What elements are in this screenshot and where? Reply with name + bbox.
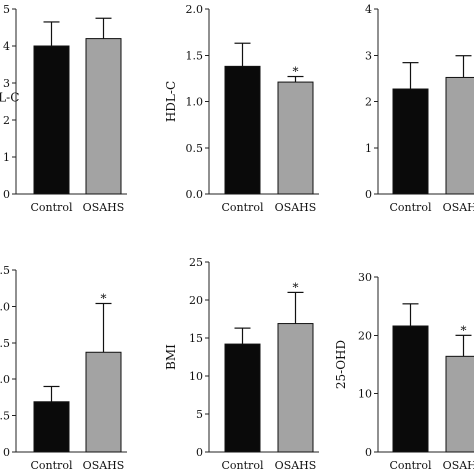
panel-4-y-tick-label: 0: [3, 446, 10, 459]
panel-5-y-tick-label: 5: [196, 408, 203, 421]
panel-5-bar-control: [224, 343, 261, 453]
panel-5-y-tick-label: 0: [196, 446, 203, 459]
panel-1-y-tick-label: 2: [3, 114, 10, 127]
panel-3-bar-osahs: [445, 76, 474, 195]
panel-5-significance-mark: *: [293, 280, 299, 294]
panel-4-y-tick-label: 1.5: [0, 337, 10, 350]
panel-2-y-tick-label: 1.0: [186, 96, 204, 109]
panel-4-y-tick-label: 0.5: [0, 410, 10, 423]
panel-1-category-label: OSAHS: [83, 201, 125, 214]
panel-6-y-label: 25-OHD: [334, 340, 348, 389]
panel-4-significance-mark: *: [101, 291, 107, 305]
panel-1-y-tick-label: 3: [3, 77, 10, 90]
panel-4-y-tick-label: 2.5: [0, 264, 10, 277]
panel-6-y-tick-label: 30: [358, 271, 372, 284]
panel-6-significance-mark: *: [461, 323, 467, 337]
panel-3-y-tick-label: 0: [365, 188, 372, 201]
panel-5-category-label: OSAHS: [275, 459, 317, 472]
panel-1-y-tick-label: 1: [3, 151, 10, 164]
panel-2-bar-control: [224, 65, 261, 195]
panel-6-category-label: Control: [390, 459, 432, 472]
panel-6-bar-osahs: [445, 355, 474, 453]
panel-2-y-label: HDL-C: [164, 81, 178, 122]
panel-5-y-label: BMI: [164, 344, 178, 370]
panel-1-y-tick-label: 5: [3, 3, 10, 16]
panel-2-y-tick-label: 1.5: [186, 49, 204, 62]
panel-3-y-tick-label: 1: [365, 142, 372, 155]
panel-2-category-label: OSAHS: [275, 201, 317, 214]
panel-6-category-label: OSAHS: [443, 459, 474, 472]
panel-1-bar-osahs: [85, 38, 122, 195]
panel-6-bar-control: [392, 325, 429, 453]
panel-2-y-tick-label: 0.0: [186, 188, 204, 201]
panel-5-bar-osahs: [277, 323, 314, 453]
panel-5-category-label: Control: [222, 459, 264, 472]
panel-2-bar-osahs: [277, 81, 314, 195]
panel-2-y-tick-label: 0.5: [186, 142, 204, 155]
panel-4-bar-control: [33, 401, 70, 453]
panel-3-y-label: LDL-C: [0, 91, 19, 105]
panel-2-y-tick-label: 2.0: [186, 3, 204, 16]
panel-2-category-label: Control: [222, 201, 264, 214]
panel-1-bar-control: [33, 45, 70, 195]
panel-3-y-tick-label: 3: [365, 49, 372, 62]
panel-4-y-tick-label: 2.0: [0, 300, 10, 313]
panel-1-y-tick-label: 4: [3, 40, 10, 53]
panel-4-y-tick-label: 1.0: [0, 373, 10, 386]
panel-4-bar-osahs: [85, 351, 122, 453]
panel-3-y-tick-label: 4: [365, 3, 372, 16]
panel-5-y-tick-label: 25: [189, 256, 203, 269]
panel-3-bar-control: [392, 88, 429, 195]
panel-3-category-label: Control: [390, 201, 432, 214]
panel-5-y-tick-label: 20: [189, 294, 203, 307]
panel-2-significance-mark: *: [293, 65, 299, 79]
panel-4-category-label: OSAHS: [83, 459, 125, 472]
panel-3-category-label: OSAHS: [443, 201, 474, 214]
panel-1-y-tick-label: 0: [3, 188, 10, 201]
panel-5-y-tick-label: 15: [189, 332, 203, 345]
panel-6-y-tick-label: 10: [358, 388, 372, 401]
panel-5-y-tick-label: 10: [189, 370, 203, 383]
panel-6-y-tick-label: 20: [358, 329, 372, 342]
panel-4-category-label: Control: [31, 459, 73, 472]
panel-6-y-tick-label: 0: [365, 446, 372, 459]
panel-3-y-tick-label: 2: [365, 96, 372, 109]
panel-1-category-label: Control: [31, 201, 73, 214]
